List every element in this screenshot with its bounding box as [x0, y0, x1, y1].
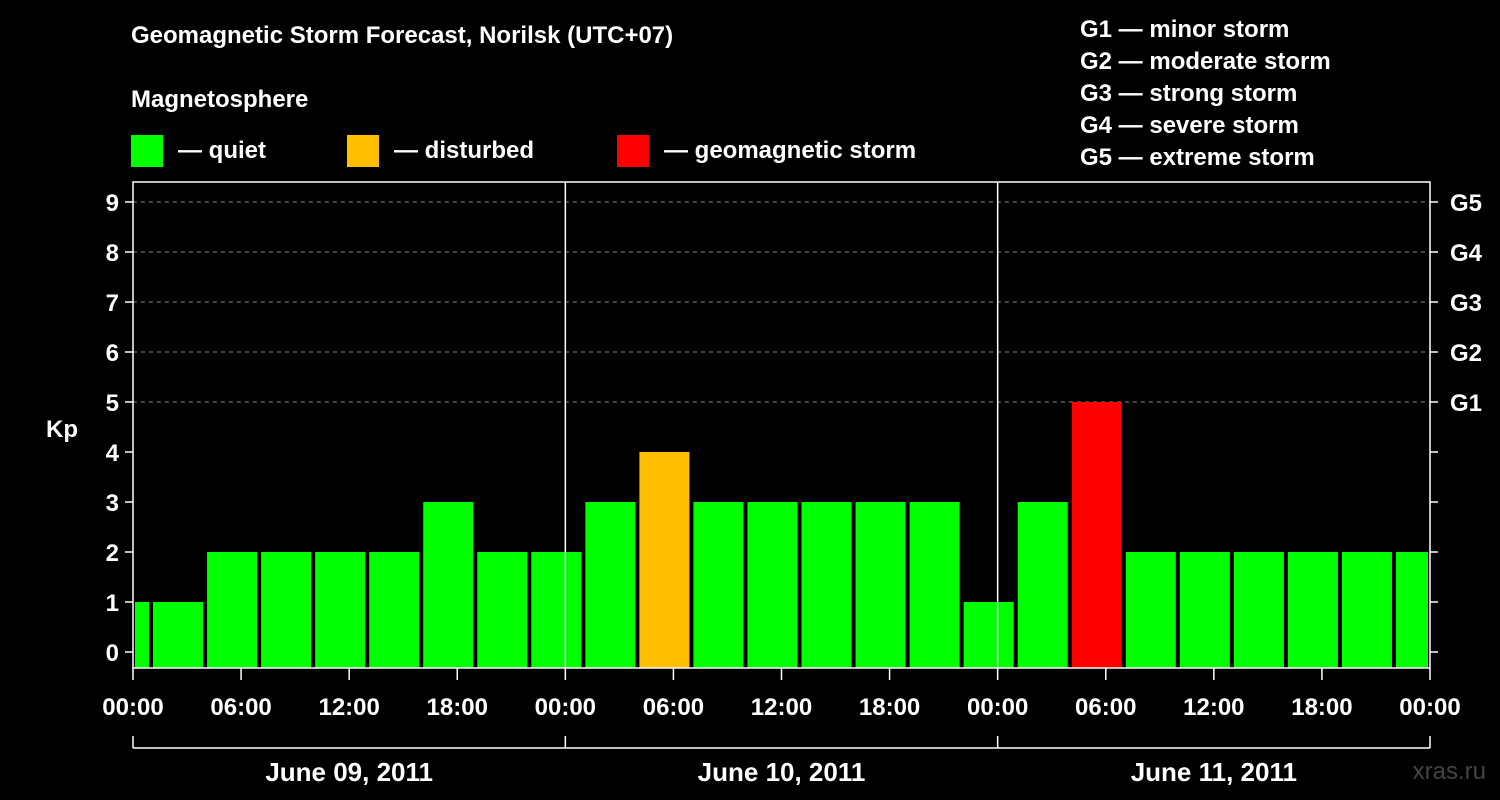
date-label-2: June 11, 2011	[1131, 757, 1297, 787]
x-tick-label-9: 06:00	[1075, 694, 1136, 721]
date-label-0: June 09, 2011	[265, 757, 433, 787]
bar-20	[1179, 552, 1230, 668]
bar-16	[963, 602, 1014, 668]
x-tick-label-10: 12:00	[1183, 694, 1244, 721]
grid-lines	[133, 201, 1430, 403]
legend-swatch-storm	[617, 135, 649, 167]
bar-23	[1341, 552, 1392, 668]
x-tick-label-5: 06:00	[643, 694, 704, 721]
watermark: xras.ru	[1412, 758, 1486, 785]
bar-22	[1287, 552, 1338, 668]
y-tick-label-3: 3	[106, 490, 119, 517]
legend-label-disturbed: — disturbed	[394, 137, 535, 164]
bar-18	[1071, 402, 1122, 668]
y-tick-label-8: 8	[106, 240, 119, 267]
date-label-1: June 10, 2011	[698, 757, 866, 787]
axes: 0 1 2 3 4 5 6 7 8 9 G1 G2 G3 G4 G5 00:00 06:00 12:00 18:00…	[102, 190, 1482, 787]
right-axis-label-g3: G3	[1450, 290, 1482, 317]
legend-quiet: — quiet	[131, 134, 266, 168]
y-tick-label-1: 1	[106, 590, 119, 617]
y-tick-label-9: 9	[106, 190, 119, 217]
bar-6	[423, 502, 474, 668]
x-tick-label-12: 00:00	[1399, 694, 1460, 721]
legend-swatch-quiet	[131, 135, 163, 167]
bar-2	[207, 552, 258, 668]
y-axis-label: Kp	[46, 416, 78, 443]
chart-title: Geomagnetic Storm Forecast, Norilsk (UTC…	[131, 22, 674, 49]
x-tick-label-0: 00:00	[102, 694, 163, 721]
y-tick-label-4: 4	[106, 440, 120, 467]
bars	[135, 402, 1428, 668]
y-tick-label-7: 7	[106, 290, 119, 317]
storm-scale-g1: G1 — minor storm	[1080, 16, 1290, 43]
x-tick-label-11: 18:00	[1291, 694, 1352, 721]
right-axis-label-g4: G4	[1450, 240, 1483, 267]
bar-4	[315, 552, 366, 668]
bar-9	[585, 502, 636, 668]
x-tick-label-4: 00:00	[535, 694, 596, 721]
bar-8	[531, 552, 582, 668]
right-axis-label-g5: G5	[1450, 190, 1482, 217]
x-tick-label-6: 12:00	[751, 694, 812, 721]
legend-label-quiet: — quiet	[178, 137, 266, 164]
bar-3	[261, 552, 312, 668]
y-tick-label-5: 5	[106, 390, 119, 417]
x-tick-label-7: 18:00	[859, 694, 920, 721]
bar-1	[153, 602, 204, 668]
bar-13	[801, 502, 852, 668]
bar-5	[369, 552, 420, 668]
legend-label-storm: — geomagnetic storm	[664, 137, 917, 164]
magnetosphere-label: Magnetosphere	[131, 86, 309, 113]
y-tick-label-0: 0	[106, 640, 119, 667]
bar-15	[909, 502, 960, 668]
y-tick-label-2: 2	[106, 540, 119, 567]
x-tick-label-3: 18:00	[427, 694, 488, 721]
x-tick-label-2: 12:00	[318, 694, 379, 721]
storm-scale-g3: G3 — strong storm	[1080, 80, 1298, 107]
bar-14	[855, 502, 906, 668]
storm-scale-legend: G1 — minor storm G2 — moderate storm G3 …	[1080, 14, 1331, 174]
legend-disturbed: — disturbed	[347, 134, 534, 168]
bar-24	[1395, 552, 1428, 668]
bar-7	[477, 552, 528, 668]
legend-storm: — geomagnetic storm	[617, 134, 916, 168]
bar-11	[693, 502, 744, 668]
bar-0	[135, 602, 150, 668]
storm-scale-g4: G4 — severe storm	[1080, 112, 1299, 139]
bar-19	[1125, 552, 1176, 668]
right-axis-label-g1: G1	[1450, 390, 1482, 417]
legend-swatch-disturbed	[347, 135, 379, 167]
storm-scale-g2: G2 — moderate storm	[1080, 48, 1331, 75]
right-axis-label-g2: G2	[1450, 340, 1482, 367]
x-tick-label-1: 06:00	[210, 694, 271, 721]
bar-17	[1017, 502, 1068, 668]
x-tick-label-8: 00:00	[967, 694, 1028, 721]
bar-10	[639, 452, 690, 668]
bar-21	[1233, 552, 1284, 668]
y-tick-label-6: 6	[106, 340, 119, 367]
storm-scale-g5: G5 — extreme storm	[1080, 144, 1315, 171]
bar-12	[747, 502, 798, 668]
